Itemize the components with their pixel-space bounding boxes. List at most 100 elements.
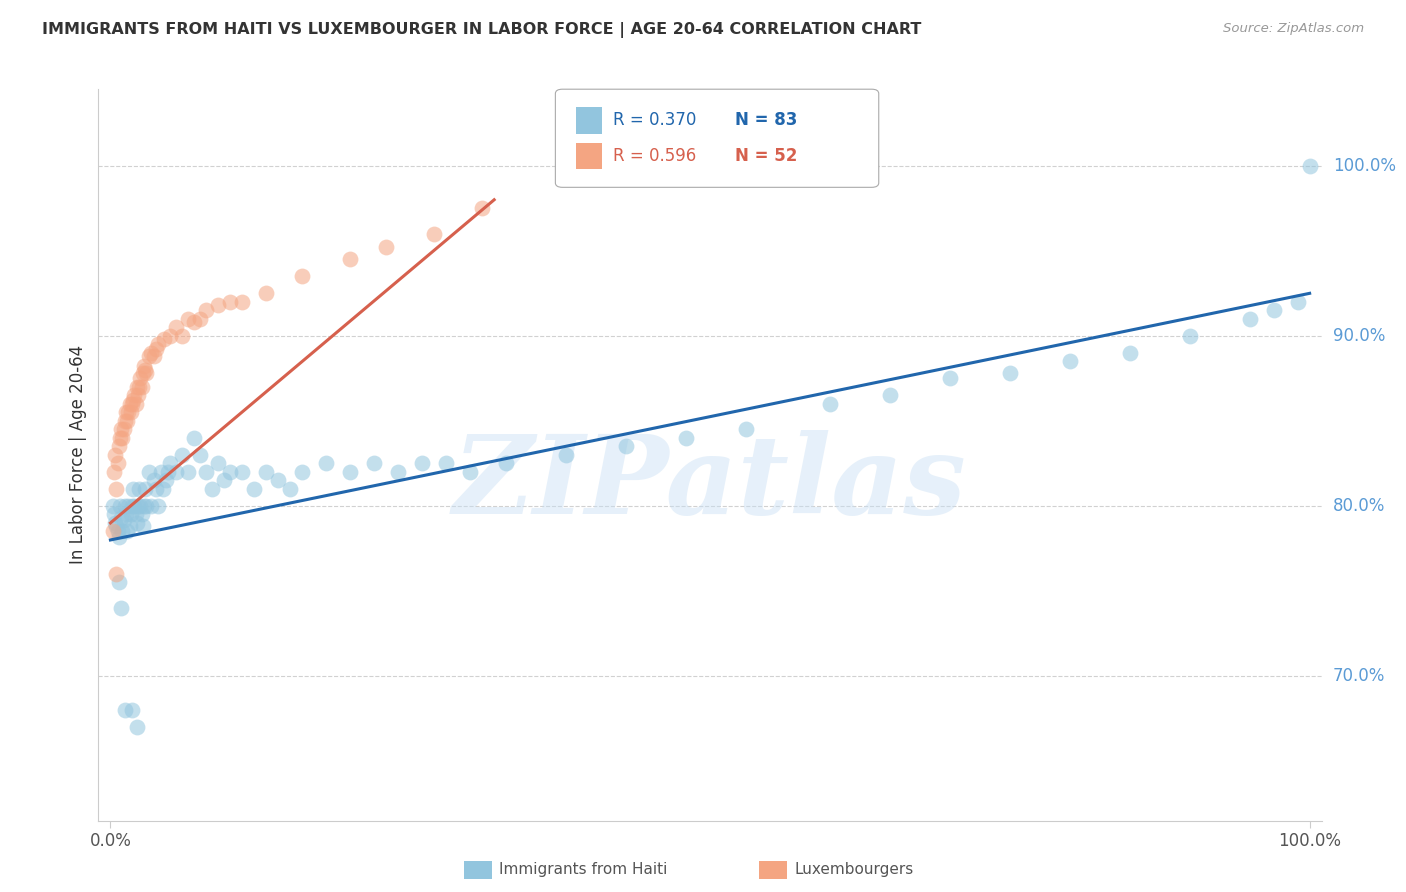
Point bbox=[339, 465, 361, 479]
Point bbox=[114, 414, 136, 428]
Point bbox=[291, 269, 314, 284]
Point bbox=[122, 482, 145, 496]
Point bbox=[114, 499, 136, 513]
Point bbox=[108, 575, 129, 590]
Point bbox=[105, 519, 128, 533]
Point bbox=[879, 388, 901, 402]
Point bbox=[183, 315, 205, 329]
Point bbox=[132, 366, 155, 380]
Point bbox=[107, 457, 129, 471]
Point bbox=[128, 482, 150, 496]
Point bbox=[614, 439, 637, 453]
Point bbox=[387, 465, 409, 479]
Point bbox=[117, 499, 139, 513]
Point bbox=[132, 499, 155, 513]
Point bbox=[120, 508, 142, 522]
Point bbox=[188, 448, 211, 462]
Text: 90.0%: 90.0% bbox=[1333, 326, 1385, 345]
Point bbox=[125, 380, 148, 394]
Point bbox=[105, 482, 128, 496]
Y-axis label: In Labor Force | Age 20-64: In Labor Force | Age 20-64 bbox=[69, 345, 87, 565]
Text: N = 52: N = 52 bbox=[735, 147, 797, 165]
Point bbox=[177, 311, 200, 326]
Point bbox=[121, 703, 143, 717]
Point bbox=[124, 388, 146, 402]
Text: R = 0.370: R = 0.370 bbox=[613, 112, 696, 129]
Point bbox=[115, 405, 138, 419]
Point bbox=[114, 703, 136, 717]
Point bbox=[172, 448, 194, 462]
Point bbox=[111, 524, 134, 539]
Point bbox=[555, 448, 578, 462]
Text: 80.0%: 80.0% bbox=[1333, 497, 1385, 515]
Point bbox=[124, 499, 146, 513]
Point bbox=[214, 474, 236, 488]
Point bbox=[132, 519, 155, 533]
Point bbox=[1298, 159, 1320, 173]
Point bbox=[177, 465, 200, 479]
Point bbox=[471, 201, 494, 215]
Point bbox=[675, 431, 697, 445]
Point bbox=[125, 720, 148, 734]
Text: Luxembourgers: Luxembourgers bbox=[794, 863, 914, 877]
Text: IMMIGRANTS FROM HAITI VS LUXEMBOURGER IN LABOR FORCE | AGE 20-64 CORRELATION CHA: IMMIGRANTS FROM HAITI VS LUXEMBOURGER IN… bbox=[42, 22, 921, 38]
Point bbox=[149, 465, 172, 479]
Point bbox=[155, 474, 177, 488]
Point bbox=[201, 482, 224, 496]
Point bbox=[339, 252, 361, 267]
Point bbox=[156, 465, 179, 479]
Point bbox=[315, 457, 337, 471]
Point bbox=[207, 298, 229, 312]
Point bbox=[998, 366, 1021, 380]
Point bbox=[195, 303, 218, 318]
Point bbox=[115, 414, 138, 428]
Point bbox=[195, 465, 218, 479]
Point bbox=[118, 397, 141, 411]
Point bbox=[118, 519, 141, 533]
Point bbox=[108, 530, 129, 544]
Point bbox=[148, 499, 170, 513]
Point bbox=[159, 329, 181, 343]
Point bbox=[291, 465, 314, 479]
Point bbox=[127, 499, 149, 513]
Point bbox=[148, 337, 170, 351]
Point bbox=[115, 524, 138, 539]
Point bbox=[278, 482, 301, 496]
Point bbox=[117, 405, 139, 419]
Point bbox=[145, 482, 167, 496]
Point bbox=[107, 524, 129, 539]
Text: R = 0.596: R = 0.596 bbox=[613, 147, 696, 165]
Point bbox=[108, 499, 131, 513]
Text: Source: ZipAtlas.com: Source: ZipAtlas.com bbox=[1223, 22, 1364, 36]
Point bbox=[125, 516, 148, 530]
Point bbox=[423, 227, 446, 241]
Point bbox=[267, 474, 290, 488]
Point bbox=[495, 457, 517, 471]
Point bbox=[134, 363, 156, 377]
Point bbox=[458, 465, 481, 479]
Point bbox=[135, 499, 157, 513]
Point bbox=[411, 457, 433, 471]
Point bbox=[141, 499, 163, 513]
Point bbox=[207, 457, 229, 471]
Point bbox=[142, 474, 165, 488]
Point bbox=[110, 601, 132, 615]
Point bbox=[188, 311, 211, 326]
Point bbox=[183, 431, 205, 445]
Point bbox=[939, 371, 962, 385]
Point bbox=[165, 320, 187, 334]
Point bbox=[1178, 329, 1201, 343]
Point bbox=[142, 349, 165, 363]
Point bbox=[159, 457, 181, 471]
Point bbox=[110, 422, 132, 436]
Point bbox=[231, 294, 253, 309]
Text: 100.0%: 100.0% bbox=[1333, 157, 1396, 175]
Point bbox=[254, 286, 277, 301]
Point bbox=[165, 465, 187, 479]
Point bbox=[134, 482, 156, 496]
Point bbox=[110, 511, 132, 525]
Text: ZIPatlas: ZIPatlas bbox=[453, 431, 967, 538]
Point bbox=[104, 516, 127, 530]
Point bbox=[145, 343, 167, 357]
Point bbox=[115, 508, 138, 522]
